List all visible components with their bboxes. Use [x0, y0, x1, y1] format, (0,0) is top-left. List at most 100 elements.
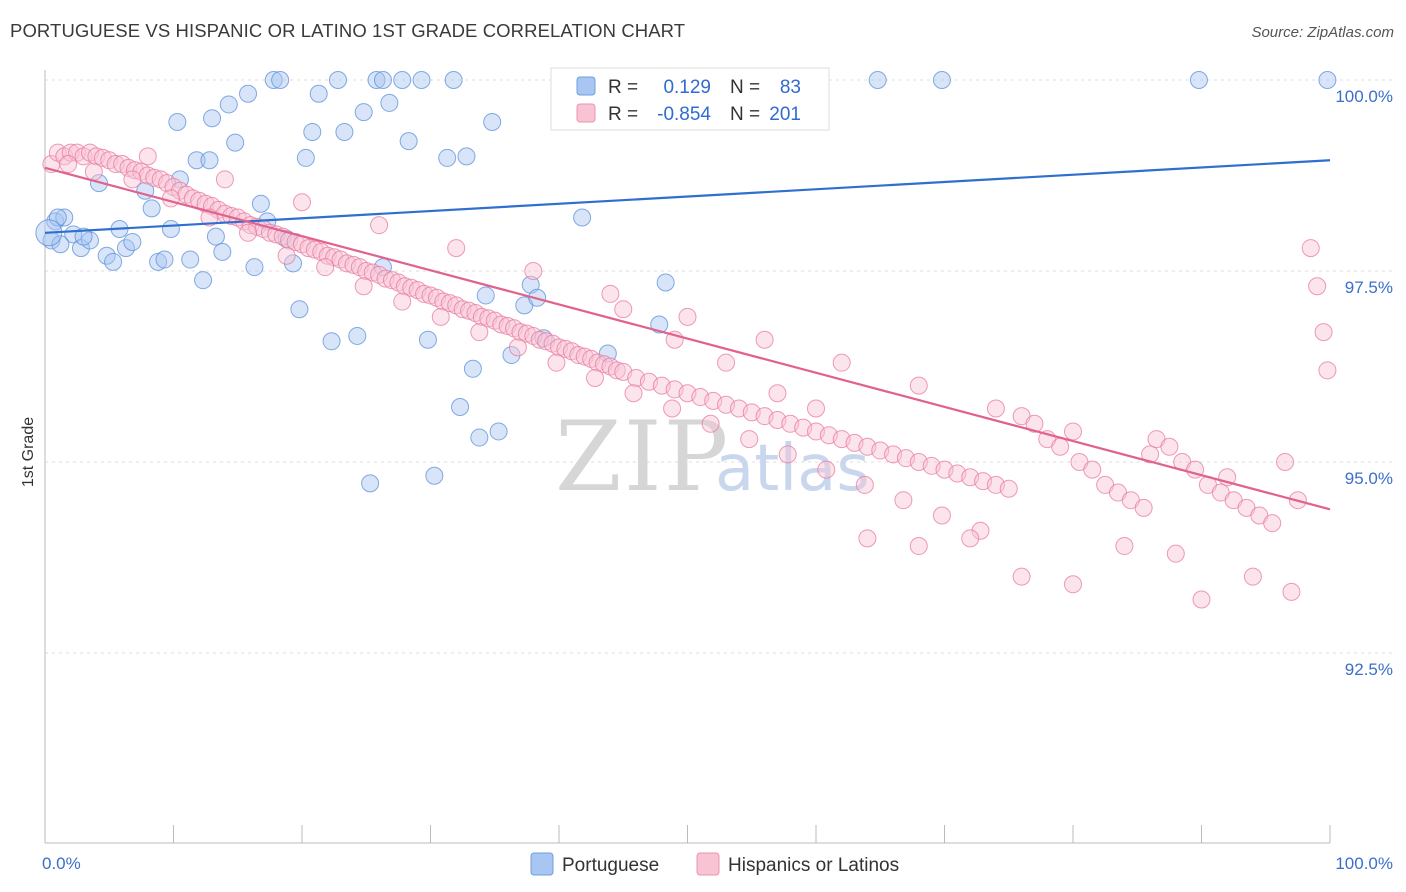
point-portuguese [155, 250, 174, 269]
point-hispanics [832, 353, 851, 372]
point-hispanics [524, 262, 543, 280]
point-portuguese [203, 109, 222, 128]
point-hispanics [393, 292, 412, 311]
legend-swatch-hispanics-bottom [696, 852, 720, 876]
axes [44, 70, 1331, 844]
point-portuguese [335, 122, 354, 141]
legend-swatch-hispanics [576, 103, 596, 123]
point-portuguese [476, 286, 495, 305]
point-hispanics [678, 307, 697, 326]
point-hispanics [215, 170, 234, 189]
point-portuguese [380, 93, 399, 112]
point-portuguese [328, 71, 347, 89]
point-hispanics [1318, 361, 1337, 380]
point-portuguese [290, 300, 309, 319]
legend-swatch-portuguese [576, 76, 596, 96]
point-portuguese [219, 95, 238, 114]
point-portuguese [284, 254, 303, 273]
point-portuguese [868, 71, 887, 89]
point-portuguese [418, 330, 437, 349]
point-hispanics [1263, 514, 1282, 533]
point-portuguese [361, 474, 380, 493]
trend-line-hispanics [44, 166, 1331, 511]
point-hispanics [1308, 277, 1327, 296]
point-portuguese [206, 227, 225, 246]
point-portuguese [226, 133, 245, 152]
point-portuguese [470, 428, 489, 447]
point-hispanics [614, 300, 633, 319]
point-hispanics [470, 323, 489, 342]
point-portuguese [650, 315, 669, 334]
legend-r-label-2: R = [608, 104, 638, 125]
point-portuguese [483, 113, 502, 132]
point-hispanics [1282, 582, 1301, 601]
point-hispanics [1083, 460, 1102, 479]
point-hispanics [601, 284, 620, 303]
point-portuguese [354, 103, 373, 122]
y-tick-label: 92.5% [1345, 660, 1393, 679]
point-hispanics [1192, 590, 1211, 609]
y-tick-label: 100.0% [1335, 87, 1393, 106]
point-hispanics [909, 537, 928, 556]
trend-lines [44, 159, 1331, 511]
point-hispanics [1025, 414, 1044, 433]
point-portuguese [187, 151, 206, 170]
point-portuguese [74, 227, 93, 246]
point-portuguese [656, 273, 675, 292]
x-tick-label-max: 100.0% [1335, 854, 1393, 873]
legend-r-value-2: -0.854 [657, 104, 711, 125]
point-portuguese [213, 242, 232, 261]
point-hispanics [1064, 422, 1082, 441]
point-portuguese [451, 397, 470, 416]
point-portuguese [399, 132, 418, 151]
point-portuguese [251, 194, 270, 213]
point-portuguese [463, 359, 482, 378]
data-points [35, 71, 1337, 609]
point-hispanics [858, 529, 877, 548]
point-hispanics [768, 384, 787, 403]
point-hispanics [1064, 575, 1082, 594]
point-hispanics [316, 258, 335, 277]
point-portuguese [239, 84, 258, 103]
point-portuguese [296, 148, 315, 167]
series-legend: Portuguese Hispanics or Latinos [530, 852, 899, 876]
point-portuguese [142, 199, 161, 218]
point-hispanics [986, 399, 1005, 418]
point-hispanics [277, 246, 296, 265]
point-portuguese [573, 208, 592, 227]
point-hispanics [239, 223, 258, 242]
point-portuguese [412, 71, 431, 89]
legend-n-value-2: 201 [769, 104, 801, 125]
point-hispanics [1012, 567, 1031, 586]
point-hispanics [293, 193, 311, 212]
point-hispanics [1115, 537, 1134, 556]
point-hispanics [1301, 239, 1320, 258]
point-portuguese [104, 252, 123, 271]
point-portuguese [123, 232, 142, 251]
point-hispanics [1314, 323, 1333, 342]
legend-swatch-portuguese-bottom [530, 852, 554, 876]
point-hispanics [817, 460, 836, 479]
point-hispanics [1134, 498, 1153, 517]
point-portuguese [457, 147, 476, 166]
legend-label-hispanics: Hispanics or Latinos [728, 855, 899, 876]
point-hispanics [585, 368, 604, 387]
point-portuguese [245, 258, 264, 277]
point-hispanics [624, 384, 643, 403]
point-hispanics [807, 399, 825, 418]
watermark-zip: ZIP [555, 401, 730, 513]
point-portuguese [71, 239, 90, 258]
legend-n-label-2: N = [730, 104, 760, 125]
point-portuguese [48, 208, 67, 227]
point-portuguese [264, 71, 283, 89]
point-hispanics [370, 216, 389, 235]
point-portuguese [200, 151, 219, 170]
point-hispanics [971, 521, 990, 540]
point-hispanics [999, 479, 1018, 498]
point-portuguese [521, 275, 540, 294]
point-portuguese [309, 84, 328, 103]
point-hispanics [354, 277, 373, 296]
y-tick-label: 95.0% [1345, 469, 1393, 488]
point-portuguese [271, 71, 290, 89]
